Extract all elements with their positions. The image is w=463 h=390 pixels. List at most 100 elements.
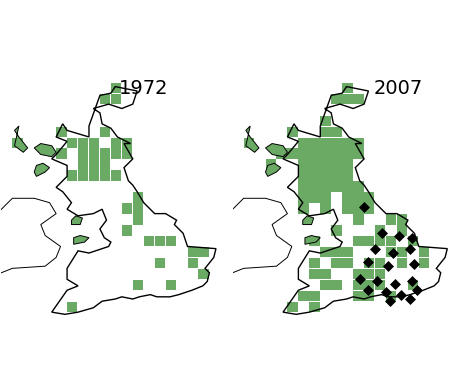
Bar: [89, 149, 99, 159]
Bar: [56, 181, 66, 192]
Bar: [407, 247, 417, 257]
Polygon shape: [71, 216, 82, 225]
Bar: [111, 83, 121, 93]
Bar: [78, 236, 88, 246]
Bar: [89, 269, 99, 279]
Bar: [374, 236, 385, 246]
Bar: [122, 225, 132, 236]
Bar: [144, 258, 154, 268]
Bar: [89, 280, 99, 290]
Bar: [56, 181, 66, 192]
Polygon shape: [304, 236, 319, 244]
Bar: [67, 160, 77, 170]
Bar: [287, 302, 297, 312]
Bar: [132, 291, 143, 301]
Bar: [396, 225, 407, 236]
Bar: [100, 291, 110, 301]
Bar: [287, 181, 297, 192]
Bar: [429, 269, 439, 279]
Bar: [67, 258, 77, 268]
Bar: [67, 181, 77, 192]
Bar: [111, 160, 121, 170]
Bar: [341, 138, 352, 148]
Bar: [132, 280, 143, 290]
Bar: [331, 269, 341, 279]
Bar: [176, 269, 187, 279]
Bar: [67, 203, 77, 214]
Bar: [429, 258, 439, 268]
Bar: [385, 291, 395, 301]
Bar: [209, 247, 219, 257]
Bar: [363, 269, 374, 279]
Bar: [298, 160, 308, 170]
Bar: [429, 269, 439, 279]
Bar: [331, 247, 341, 257]
Bar: [144, 236, 154, 246]
Bar: [198, 269, 208, 279]
Bar: [331, 203, 341, 214]
Bar: [100, 280, 110, 290]
Bar: [154, 214, 165, 225]
Bar: [187, 269, 198, 279]
Polygon shape: [265, 163, 280, 176]
Bar: [165, 225, 175, 236]
Bar: [100, 258, 110, 268]
Bar: [331, 181, 341, 192]
Bar: [407, 258, 417, 268]
Bar: [122, 269, 132, 279]
Bar: [100, 138, 110, 148]
Bar: [396, 269, 407, 279]
Bar: [319, 170, 330, 181]
Bar: [287, 127, 297, 137]
Bar: [111, 258, 121, 268]
Bar: [100, 94, 110, 104]
Bar: [352, 214, 363, 225]
Bar: [165, 269, 175, 279]
Bar: [132, 291, 143, 301]
Bar: [418, 269, 428, 279]
Bar: [429, 247, 439, 257]
Bar: [298, 302, 308, 312]
Bar: [89, 181, 99, 192]
Bar: [341, 236, 352, 246]
Bar: [352, 203, 363, 214]
Bar: [429, 247, 439, 257]
Bar: [67, 138, 77, 148]
Bar: [319, 302, 330, 312]
Bar: [319, 192, 330, 203]
Bar: [78, 269, 88, 279]
Bar: [78, 192, 88, 203]
Bar: [385, 280, 395, 290]
Bar: [298, 269, 308, 279]
Bar: [396, 280, 407, 290]
Bar: [352, 280, 363, 290]
Bar: [165, 214, 175, 225]
Bar: [363, 247, 374, 257]
Bar: [144, 280, 154, 290]
Bar: [111, 269, 121, 279]
Bar: [165, 258, 175, 268]
Bar: [374, 247, 385, 257]
Bar: [78, 291, 88, 301]
Bar: [319, 280, 330, 290]
Bar: [407, 236, 417, 246]
Bar: [429, 258, 439, 268]
Bar: [418, 258, 428, 268]
Bar: [111, 192, 121, 203]
Bar: [100, 138, 110, 148]
Bar: [78, 203, 88, 214]
Bar: [396, 214, 407, 225]
Bar: [154, 236, 165, 246]
Bar: [341, 192, 352, 203]
Bar: [331, 269, 341, 279]
Bar: [198, 247, 208, 257]
Bar: [111, 160, 121, 170]
Bar: [122, 247, 132, 257]
Bar: [319, 291, 330, 301]
Bar: [67, 149, 77, 159]
Bar: [67, 291, 77, 301]
Bar: [396, 291, 407, 301]
Bar: [374, 214, 385, 225]
Bar: [187, 247, 198, 257]
Bar: [100, 258, 110, 268]
